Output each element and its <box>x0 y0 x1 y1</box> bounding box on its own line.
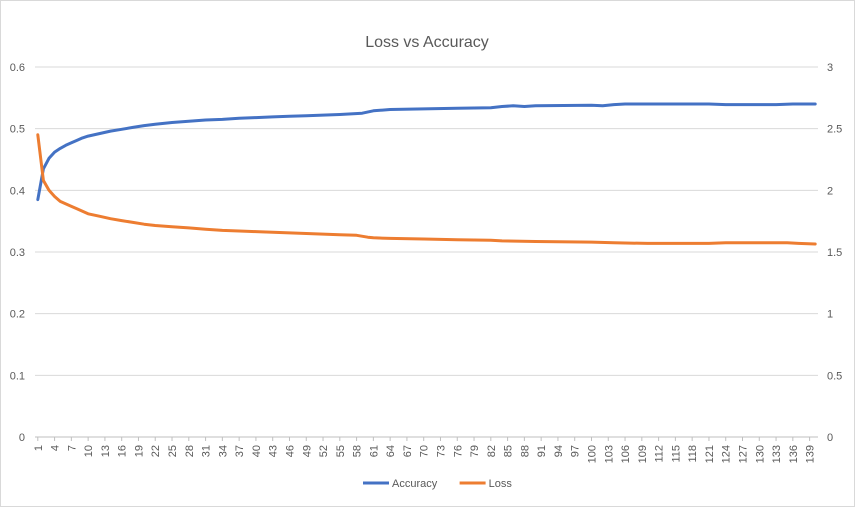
left-y-tick-label: 0.6 <box>10 62 25 74</box>
x-tick-label: 4 <box>50 445 62 451</box>
right-y-tick-label: 0.5 <box>827 370 842 382</box>
x-tick-label: 22 <box>150 445 162 457</box>
x-tick-label: 88 <box>519 445 531 457</box>
x-tick-label: 103 <box>603 445 615 463</box>
right-y-tick-label: 1.5 <box>827 247 842 259</box>
chart-title: Loss vs Accuracy <box>365 34 489 51</box>
x-tick-label: 85 <box>503 445 515 457</box>
x-tick-label: 91 <box>536 445 548 457</box>
x-axis: 1 4 7 10 13 16 19 22 25 28 31 34 37 40 43 46 49 52 55 58 61 6… <box>33 437 817 463</box>
x-tick-label: 130 <box>754 445 766 463</box>
x-tick-label: 1 <box>33 445 45 451</box>
x-tick-label: 109 <box>637 445 649 463</box>
legend-label-loss: Loss <box>489 478 513 490</box>
x-tick-label: 40 <box>251 445 263 457</box>
right-y-tick-label: 2 <box>827 185 833 197</box>
x-tick-label: 115 <box>670 445 682 463</box>
right-y-tick-label: 1 <box>827 309 833 321</box>
x-tick-label: 106 <box>620 445 632 463</box>
x-tick-label: 64 <box>385 445 397 457</box>
x-tick-label: 49 <box>301 445 313 457</box>
legend-label-accuracy: Accuracy <box>392 478 438 490</box>
gridlines <box>35 66 818 438</box>
x-tick-label: 136 <box>788 445 800 463</box>
left-y-tick-label: 0.5 <box>10 124 25 136</box>
right-y-axis: 0 0.5 1 1.5 2 2.5 3 <box>827 62 842 444</box>
left-y-axis: 0 0.1 0.2 0.3 0.4 0.5 0.6 <box>10 62 25 444</box>
x-tick-label: 124 <box>721 445 733 463</box>
x-tick-label: 73 <box>435 445 447 457</box>
x-tick-label: 112 <box>654 445 666 463</box>
x-tick-label: 121 <box>704 445 716 463</box>
x-tick-label: 79 <box>469 445 481 457</box>
x-tick-label: 58 <box>352 445 364 457</box>
left-y-tick-label: 0.3 <box>10 247 25 259</box>
x-tick-label: 34 <box>217 445 229 457</box>
x-tick-label: 13 <box>100 445 112 457</box>
x-tick-label: 100 <box>586 445 598 463</box>
left-y-tick-label: 0.1 <box>10 370 25 382</box>
x-tick-label: 61 <box>368 445 380 457</box>
left-y-tick-label: 0.4 <box>10 185 25 197</box>
right-y-tick-label: 2.5 <box>827 124 842 136</box>
x-tick-label: 55 <box>335 445 347 457</box>
series-line-accuracy <box>36 102 817 202</box>
x-tick-label: 25 <box>167 445 179 457</box>
x-tick-label: 31 <box>201 445 213 457</box>
x-tick-label: 139 <box>805 445 817 463</box>
x-tick-label: 118 <box>687 445 699 463</box>
left-y-tick-label: 0 <box>19 432 25 444</box>
x-tick-label: 97 <box>570 445 582 457</box>
series-line-loss <box>36 133 817 246</box>
x-tick-label: 82 <box>486 445 498 457</box>
x-tick-label: 46 <box>284 445 296 457</box>
left-y-tick-label: 0.2 <box>10 309 25 321</box>
right-y-tick-label: 0 <box>827 432 833 444</box>
x-tick-label: 94 <box>553 445 565 457</box>
x-tick-label: 28 <box>184 445 196 457</box>
x-tick-label: 127 <box>737 445 749 463</box>
x-tick-label: 37 <box>234 445 246 457</box>
x-tick-label: 19 <box>133 445 145 457</box>
x-tick-label: 133 <box>771 445 783 463</box>
right-y-tick-label: 3 <box>827 62 833 74</box>
x-tick-label: 70 <box>419 445 431 457</box>
x-tick-label: 16 <box>117 445 129 457</box>
legend: Accuracy Loss <box>363 478 512 490</box>
x-tick-label: 76 <box>452 445 464 457</box>
x-tick-label: 67 <box>402 445 414 457</box>
x-tick-label: 7 <box>66 445 78 451</box>
x-tick-label: 52 <box>318 445 330 457</box>
x-tick-label: 43 <box>268 445 280 457</box>
series-lines <box>36 102 817 246</box>
x-tick-label: 10 <box>83 445 95 457</box>
